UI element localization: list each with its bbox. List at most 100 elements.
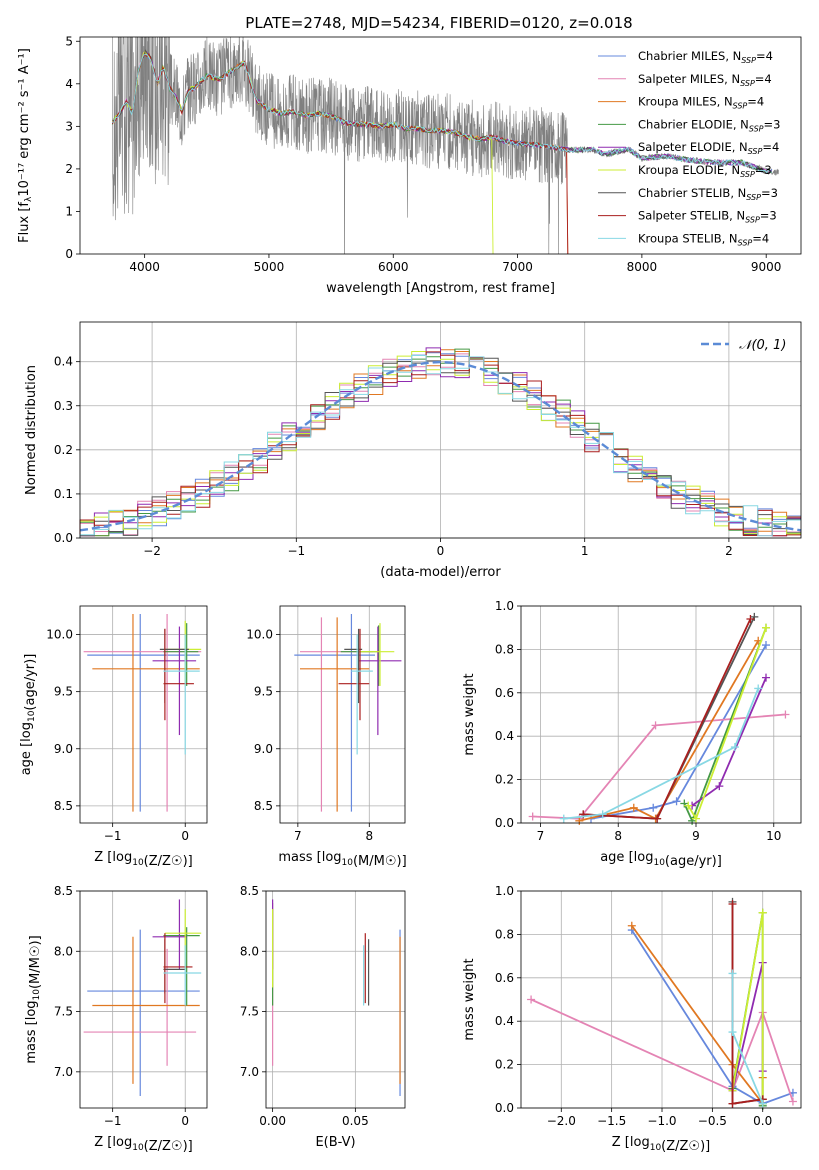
mass-vs-EBV-panel: 0.00 0.05 7.0 7.5 8.0 8.5 E(B-V) xyxy=(240,884,406,1150)
marker-salpeter-miles xyxy=(781,710,790,719)
x-axis-label: mass [log10(M/M☉)] xyxy=(278,850,406,869)
label-sub: 10 xyxy=(132,858,144,868)
axes-frame xyxy=(265,890,406,1109)
legend-sub: SSP xyxy=(745,216,760,225)
label-part: (data-model)/error xyxy=(380,565,501,580)
x-tick-label: 8000 xyxy=(627,260,658,274)
massweight-vs-Z-panel: −2.0 −1.5 −1.0 −0.5 0.0 0.0 0.2 0.4 0.6 0.8 1.0 Z [… xyxy=(462,884,802,1154)
x-tick-label: 0 xyxy=(181,829,189,843)
marker-salpeter-elodie xyxy=(715,782,724,791)
x-tick-label: 0 xyxy=(437,544,445,558)
label-part: E(B-V) xyxy=(315,1135,355,1150)
label-sub: 10 xyxy=(32,989,42,1001)
legend-tail: =4 xyxy=(752,231,769,245)
legend-label: Salpeter STELIB, N xyxy=(638,209,745,223)
x-tick-label: 9000 xyxy=(751,260,782,274)
legend-label: Chabrier ELODIE, N xyxy=(638,117,749,131)
x-tick-label: 6000 xyxy=(378,260,409,274)
residuals-panel: −2 −1 0 1 2 0.0 0.1 0.2 0.3 0.4 (data-model)/error… xyxy=(24,321,802,580)
y-axis-label: Normed distribution xyxy=(24,365,39,495)
label-part: mass weight xyxy=(462,673,477,755)
y-tick-label: 8.0 xyxy=(240,944,259,958)
series-line-kroupa-miles xyxy=(631,925,764,1107)
figure-title: PLATE=2748, MJD=54234, FIBERID=0120, z=0… xyxy=(245,14,632,32)
x-tick-label: 7 xyxy=(294,829,302,843)
axes-frame xyxy=(520,605,802,824)
label-part: (age/yr)] xyxy=(23,654,38,711)
label-part: Normed distribution xyxy=(24,365,39,495)
label-part: log xyxy=(24,1000,39,1020)
x-axis-label: Z [log10(Z/Z☉)] xyxy=(612,1135,710,1154)
legend-label: Kroupa ELODIE, N xyxy=(638,163,740,177)
y-tick-label: 8.0 xyxy=(54,944,73,958)
marker-kroupa-stelib xyxy=(728,1028,737,1037)
legend-tail: =3 xyxy=(761,186,778,200)
y-tick-label: 3 xyxy=(65,119,73,133)
marker-salpeter-stelib xyxy=(728,1099,737,1108)
marker-kroupa-stelib xyxy=(754,684,763,693)
x-tick-label: 0.0 xyxy=(753,1114,772,1128)
x-tick-label: 2 xyxy=(725,544,733,558)
x-axis-label: Z [log10(Z/Z☉)] xyxy=(94,850,192,869)
y-tick-label: 9.5 xyxy=(54,685,73,699)
y-tick-label: 0.2 xyxy=(495,1058,514,1072)
label-sub: 10 xyxy=(27,710,37,722)
y-tick-label: 0.4 xyxy=(495,729,514,743)
x-tick-label: 8 xyxy=(614,829,622,843)
label-part: wavelength [Angstrom, rest frame] xyxy=(326,281,555,296)
marker-chabrier-miles xyxy=(672,797,681,806)
label-part: erg cm⁻² s⁻¹ A⁻¹] xyxy=(17,48,32,163)
legend-label: Kroupa MILES, N xyxy=(638,95,733,109)
marker-salpeter-stelib xyxy=(653,814,662,823)
y-tick-label: 2 xyxy=(65,162,73,176)
x-axis-label: E(B-V) xyxy=(315,1135,355,1150)
y-tick-label: 7.5 xyxy=(54,1005,73,1019)
y-tick-label: 9.0 xyxy=(254,742,273,756)
series-line-kroupa-stelib xyxy=(563,688,760,820)
y-tick-label: 0.2 xyxy=(495,773,514,787)
label-part: Z [ xyxy=(94,1135,112,1150)
y-tick-label: 10.0 xyxy=(46,628,73,642)
marker-kroupa-stelib xyxy=(730,743,739,752)
series-line-chabrier-stelib xyxy=(583,616,756,820)
x-tick-label: 9 xyxy=(692,829,700,843)
y-tick-label: 9.5 xyxy=(254,685,273,699)
axes-frame xyxy=(79,890,208,1109)
series-line-chabrier-miles xyxy=(631,929,794,1105)
y-tick-label: 5 xyxy=(65,34,73,48)
y-tick-label: 9.0 xyxy=(54,742,73,756)
y-tick-label: 0.4 xyxy=(495,1014,514,1028)
y-axis-label: mass weight xyxy=(462,958,477,1040)
y-tick-label: 0.4 xyxy=(54,355,73,369)
marker-kroupa-miles xyxy=(575,816,584,825)
label-part: f xyxy=(17,202,32,207)
label-part: (Z/Z☉)] xyxy=(661,1139,710,1154)
marker-salpeter-elodie xyxy=(762,673,770,682)
model-line-kroupa-stelib xyxy=(112,54,773,174)
legend-sub: SSP xyxy=(738,238,753,247)
series-line-salpeter-miles xyxy=(532,713,786,820)
y-tick-label: 8.5 xyxy=(254,799,273,813)
legend-entry-salpeter-miles: Salpeter MILES, NSSP=4 xyxy=(638,72,772,88)
legend-tail: =4 xyxy=(755,72,772,86)
y-tick-label: 8.5 xyxy=(54,799,73,813)
y-tick-label: 0.1 xyxy=(54,487,73,501)
label-part: log xyxy=(19,722,34,742)
legend-entry-normal: 𝒩(0, 1) xyxy=(739,338,786,353)
label-part: log xyxy=(630,1135,650,1150)
x-tick-label: 1 xyxy=(581,544,589,558)
y-tick-label: 0.0 xyxy=(495,1101,514,1115)
y-tick-label: 7.0 xyxy=(240,1065,259,1079)
x-tick-label: −1.5 xyxy=(597,1114,626,1128)
axes-frame xyxy=(79,605,208,824)
y-tick-label: 0.0 xyxy=(54,531,73,545)
marker-salpeter-stelib xyxy=(746,615,755,624)
label-part: 10⁻¹⁷ xyxy=(17,163,32,197)
y-axis-label: age [log10(age/yr)] xyxy=(19,654,38,776)
legend-sub: SSP xyxy=(741,56,756,65)
x-axis-label: (data-model)/error xyxy=(380,565,501,580)
y-tick-label: 1 xyxy=(65,204,73,218)
x-tick-label: −2.0 xyxy=(547,1114,576,1128)
x-tick-label: 0.05 xyxy=(342,1114,369,1128)
